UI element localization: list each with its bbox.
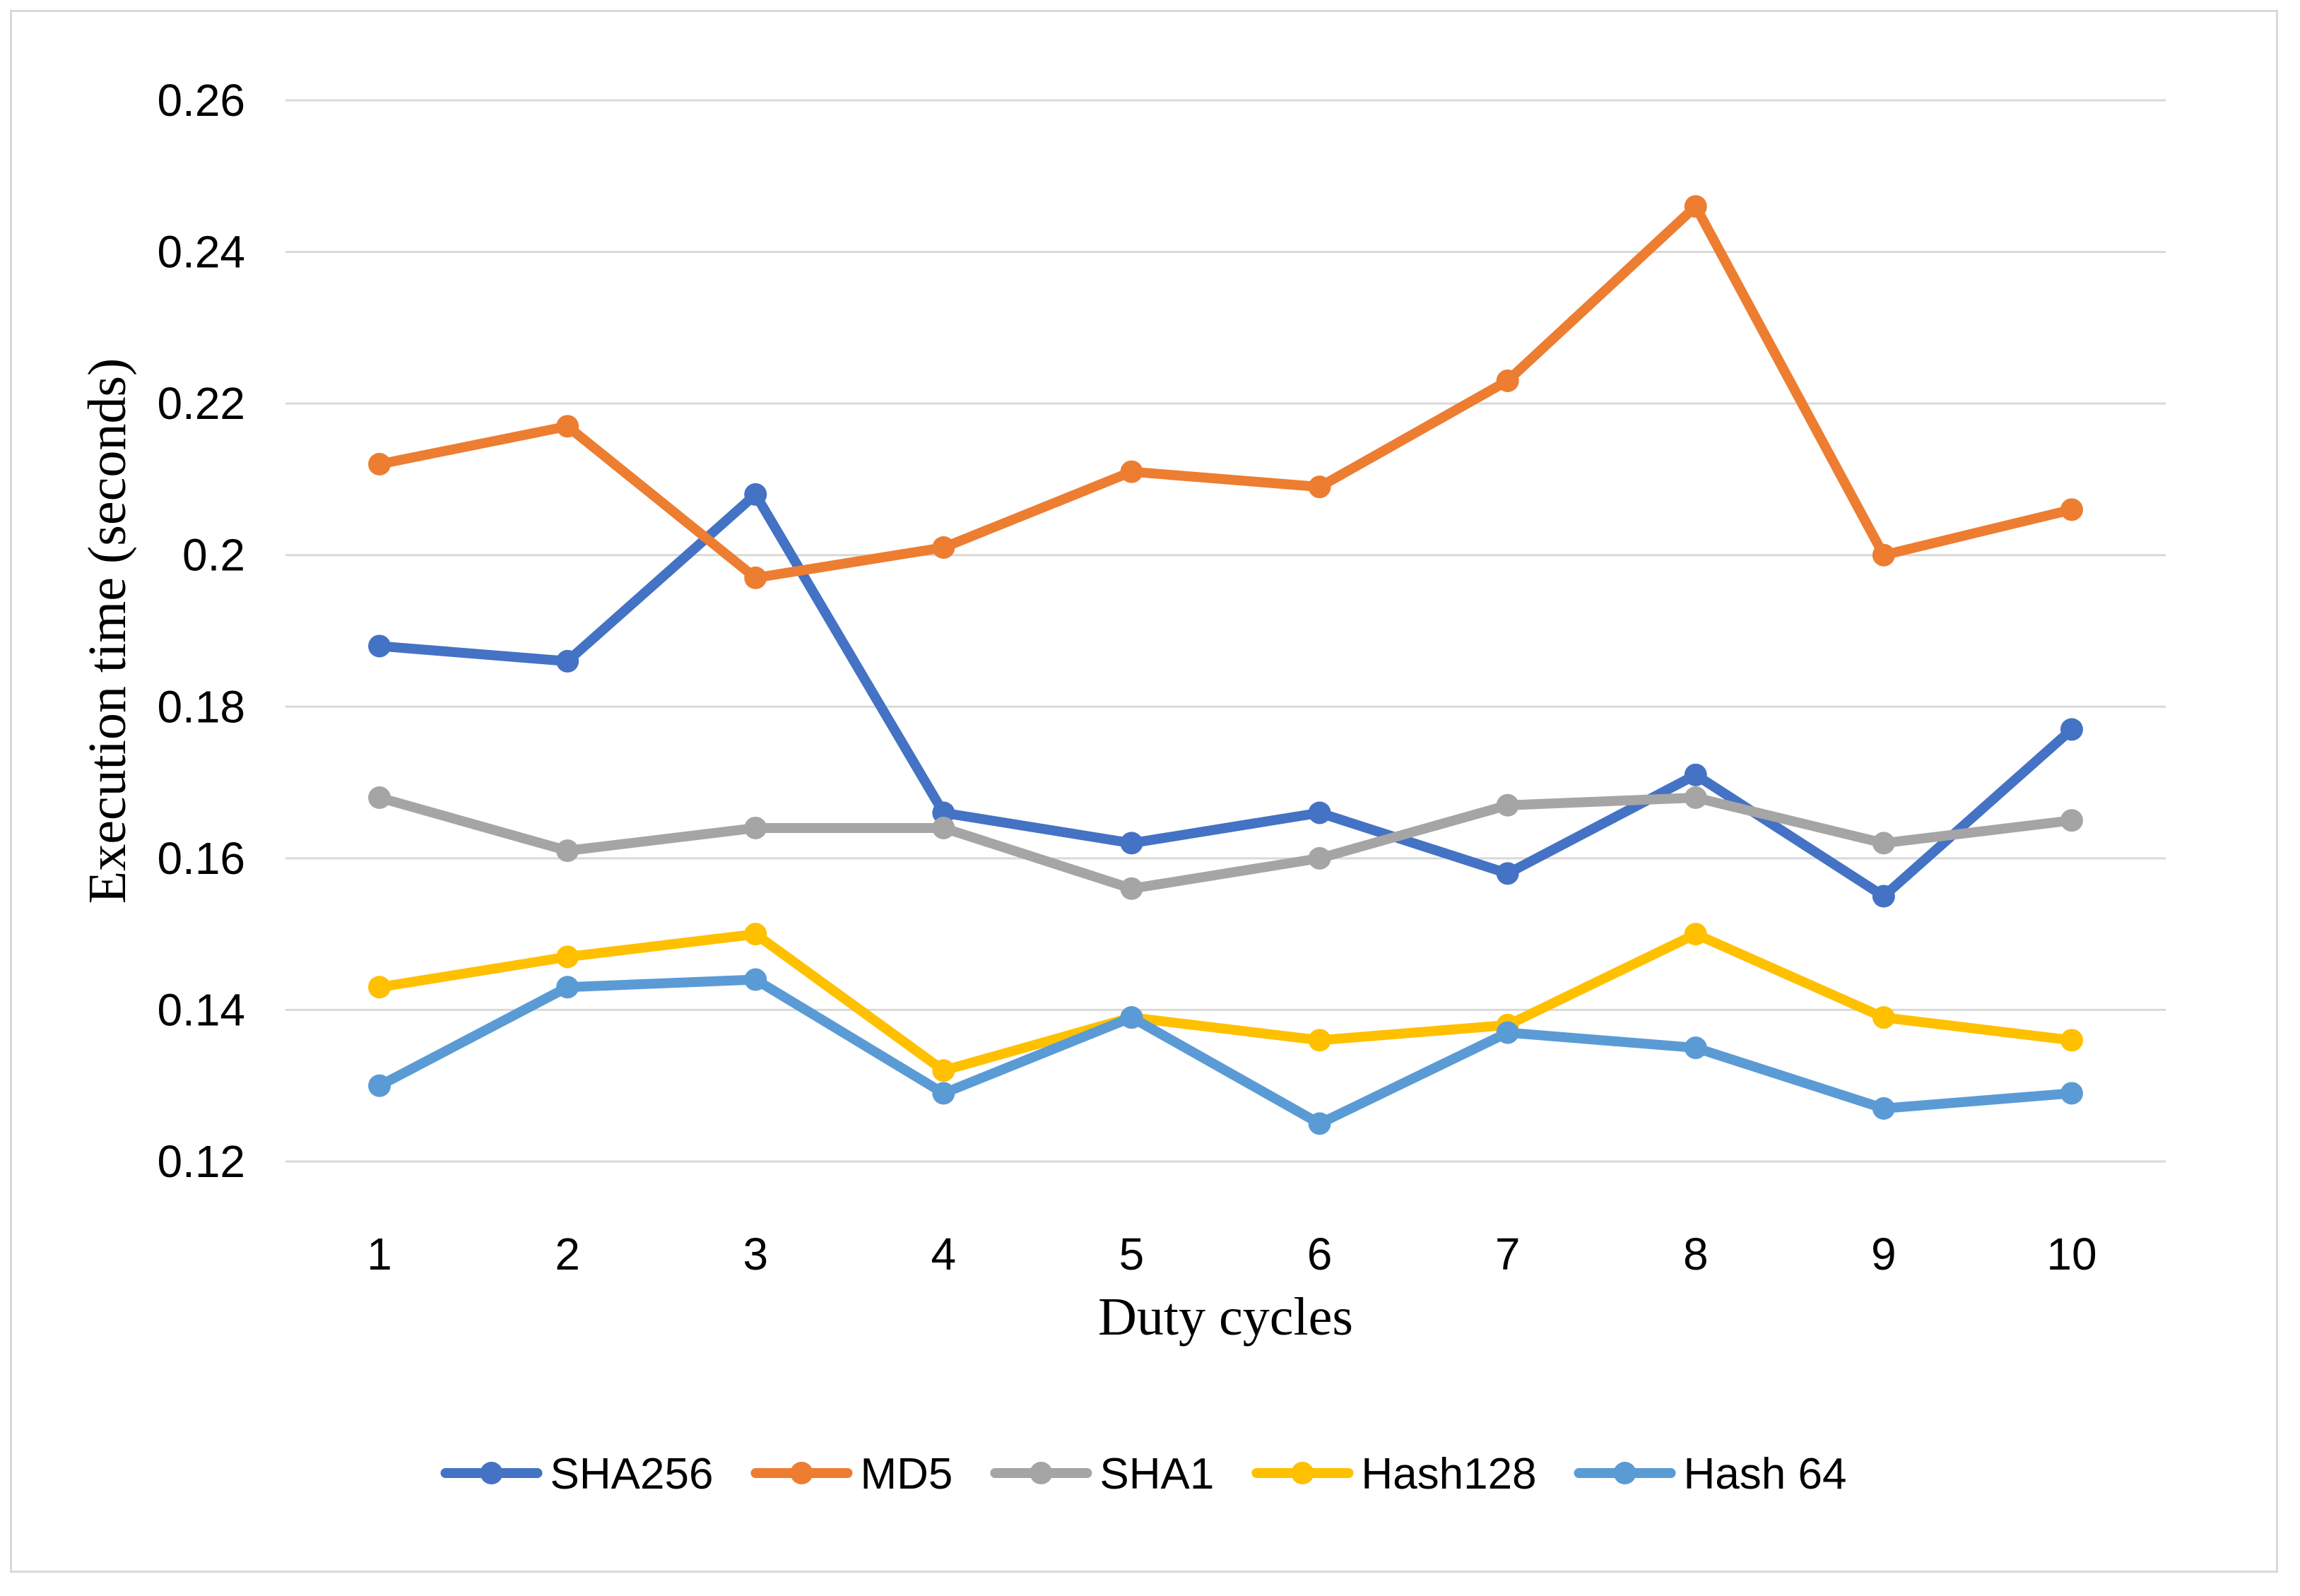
- data-point: [1120, 1006, 1143, 1029]
- data-point: [556, 945, 579, 969]
- data-point: [2060, 718, 2083, 741]
- data-point: [2060, 1029, 2083, 1052]
- x-tick-label: 1: [367, 1229, 392, 1279]
- data-point: [556, 649, 579, 673]
- data-point: [556, 839, 579, 863]
- data-point: [744, 923, 767, 946]
- legend-marker: [1030, 1462, 1053, 1484]
- x-axis-ticks: 1 2 3 4 5 6 7 8 9 10: [367, 1229, 2096, 1279]
- x-tick-label: 8: [1683, 1229, 1709, 1279]
- series-hash-64: [368, 968, 2083, 1135]
- data-point: [744, 816, 767, 839]
- data-point: [1496, 862, 1519, 885]
- data-point: [1120, 460, 1143, 483]
- legend: SHA256 MD5 SHA1 Hash128 Hash 64: [440, 1450, 1847, 1499]
- data-point: [1872, 1006, 1895, 1029]
- legend-item: Hash128: [1251, 1450, 1537, 1499]
- data-point: [1308, 1112, 1331, 1135]
- data-point: [368, 452, 391, 475]
- data-point: [556, 976, 579, 999]
- data-point: [1120, 877, 1143, 900]
- chart-frame: 0.12 0.14 0.16 0.18 0.2 0.22 0.24 0.26 1 2 3 4 5 6 7 8…: [10, 10, 2278, 1573]
- data-point: [1684, 923, 1707, 946]
- data-point: [1496, 1021, 1519, 1044]
- data-point: [1684, 786, 1707, 810]
- data-point: [368, 1074, 391, 1097]
- data-point: [2060, 809, 2083, 832]
- legend-marker: [790, 1462, 813, 1484]
- legend-marker: [480, 1462, 503, 1484]
- series-line: [375, 974, 2077, 1129]
- data-point: [1496, 369, 1519, 392]
- y-tick-label: 0.26: [157, 75, 245, 126]
- data-point: [1120, 832, 1143, 855]
- legend-item: SHA256: [440, 1450, 714, 1499]
- y-axis-ticks: 0.12 0.14 0.16 0.18 0.2 0.22 0.24 0.26: [157, 75, 245, 1187]
- data-point: [368, 634, 391, 658]
- y-tick-label: 0.2: [182, 530, 245, 581]
- x-tick-label: 3: [743, 1229, 768, 1279]
- series-md5: [368, 195, 2083, 589]
- data-point: [932, 816, 955, 839]
- data-point: [1872, 543, 1895, 567]
- data-point: [1872, 885, 1895, 908]
- data-point: [1308, 846, 1331, 870]
- data-point: [1308, 1029, 1331, 1052]
- legend-label: Hash 64: [1684, 1450, 1847, 1499]
- y-tick-label: 0.22: [157, 378, 245, 429]
- data-point: [744, 968, 767, 991]
- data-point: [1872, 832, 1895, 855]
- data-point: [1308, 801, 1331, 824]
- data-point: [1684, 1036, 1707, 1060]
- x-tick-label: 10: [2046, 1229, 2096, 1279]
- x-tick-label: 6: [1307, 1229, 1333, 1279]
- y-tick-label: 0.24: [157, 227, 245, 278]
- series-hash128: [368, 923, 2083, 1082]
- series-line: [375, 929, 2077, 1076]
- data-point: [744, 483, 767, 506]
- data-point: [1684, 195, 1707, 218]
- data-point: [2060, 1082, 2083, 1105]
- legend-label: Hash128: [1361, 1450, 1536, 1499]
- legend-label: MD5: [860, 1450, 953, 1499]
- series-lines: [368, 195, 2083, 1135]
- x-axis-label: Duty cycles: [1098, 1287, 1353, 1347]
- y-tick-label: 0.14: [157, 984, 245, 1035]
- data-point: [1496, 793, 1519, 817]
- series-line: [375, 793, 2077, 894]
- legend-marker: [1291, 1462, 1314, 1484]
- data-point: [368, 786, 391, 810]
- data-point: [368, 976, 391, 999]
- y-tick-label: 0.16: [157, 833, 245, 884]
- x-tick-label: 9: [1871, 1229, 1897, 1279]
- data-point: [1872, 1096, 1895, 1120]
- data-point: [744, 566, 767, 589]
- gridlines: [285, 99, 2166, 1163]
- x-tick-label: 5: [1119, 1229, 1145, 1279]
- data-point: [932, 1059, 955, 1082]
- data-point: [932, 536, 955, 559]
- series-line: [375, 201, 2077, 583]
- line-chart: 0.12 0.14 0.16 0.18 0.2 0.22 0.24 0.26 1 2 3 4 5 6 7 8…: [78, 75, 2166, 1499]
- y-tick-label: 0.12: [157, 1136, 245, 1187]
- legend-item: Hash 64: [1574, 1450, 1847, 1499]
- x-tick-label: 7: [1495, 1229, 1521, 1279]
- series-line: [375, 489, 2077, 902]
- data-point: [932, 1082, 955, 1105]
- data-point: [556, 415, 579, 438]
- legend-label: SHA1: [1099, 1450, 1214, 1499]
- series-sha256: [368, 483, 2083, 908]
- legend-label: SHA256: [550, 1450, 714, 1499]
- x-tick-label: 2: [555, 1229, 580, 1279]
- data-point: [2060, 498, 2083, 521]
- legend-marker: [1613, 1462, 1636, 1484]
- y-tick-label: 0.18: [157, 681, 245, 732]
- data-point: [1684, 763, 1707, 786]
- legend-item: MD5: [750, 1450, 953, 1499]
- legend-item: SHA1: [990, 1450, 1214, 1499]
- series-sha1: [368, 786, 2083, 900]
- x-tick-label: 4: [931, 1229, 957, 1279]
- y-axis-label: Execution time (seconds): [78, 358, 137, 904]
- data-point: [1308, 475, 1331, 499]
